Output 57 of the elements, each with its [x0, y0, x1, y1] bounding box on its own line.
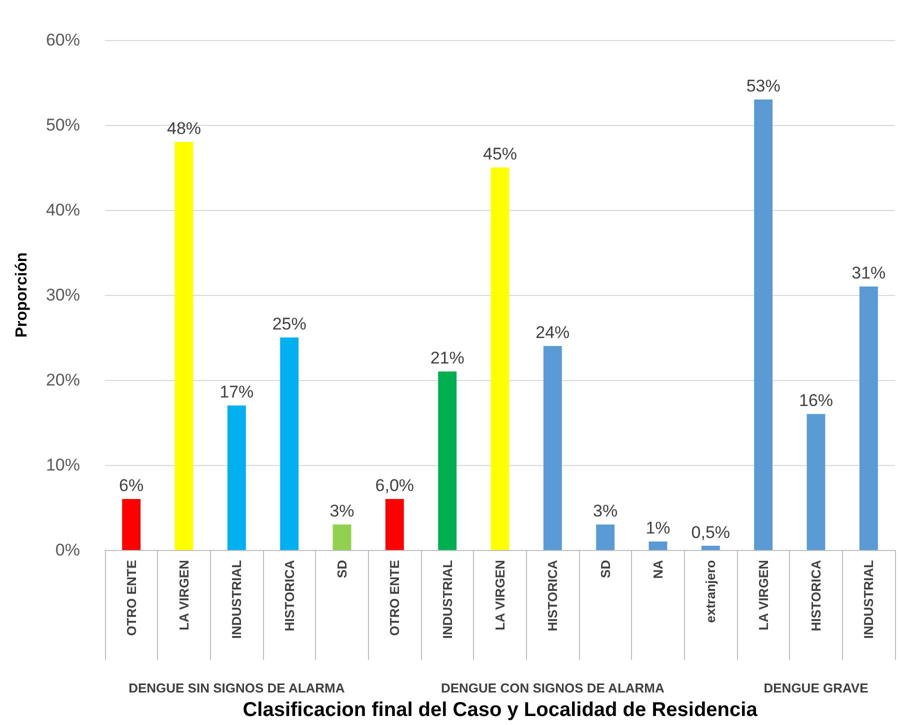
x-tick-label: HISTORICA [808, 559, 824, 632]
bar [754, 100, 773, 550]
y-tick-label: 60% [46, 30, 80, 50]
y-axis-title: Proporción [14, 252, 30, 338]
bar [280, 338, 299, 550]
bar [543, 346, 562, 550]
data-label: 6% [119, 476, 144, 495]
x-tick-label: extranjero [703, 560, 718, 623]
y-tick-label: 10% [46, 456, 80, 474]
data-label: 21% [430, 348, 464, 368]
x-tick-label: INDUSTRIAL [861, 560, 876, 639]
x-tick-label: LA VIRGEN [492, 560, 508, 630]
x-tick-label: OTRO ENTE [387, 560, 402, 636]
y-tick-label: 0% [55, 540, 80, 560]
y-tick-label: 30% [46, 286, 80, 304]
data-label: 17% [220, 382, 254, 402]
data-label: 6,0% [375, 476, 414, 495]
x-tick-label: OTRO ENTE [124, 560, 139, 636]
bar [332, 524, 352, 550]
text: DENGUE GRAVE [764, 680, 869, 696]
y-tick-label: 50% [46, 116, 80, 134]
data-label: 48% [166, 119, 202, 138]
data-label: 1% [646, 518, 670, 538]
x-tick-label: SD [598, 560, 613, 578]
x-axis-title: Clasificacion final del Caso y Localidad de Residencia [242, 699, 758, 721]
bar [701, 546, 720, 550]
data-label: 53% [746, 76, 780, 96]
bar [227, 406, 246, 550]
bar [648, 542, 668, 550]
bar [806, 414, 826, 550]
data-label: 16% [798, 391, 834, 410]
bar [438, 372, 457, 550]
x-tick-label: HISTORICA [545, 559, 560, 632]
data-label: 31% [852, 264, 886, 282]
bar [490, 168, 510, 550]
x-tick-label: SD [334, 560, 350, 578]
x-tick-label: INDUSTRIAL [229, 560, 244, 639]
bar [596, 524, 615, 550]
bar [122, 499, 141, 550]
bar [174, 142, 194, 550]
text: DENGUE SIN SIGNOS DE ALARMA [128, 680, 346, 696]
y-tick-label: 20% [46, 370, 80, 390]
data-label: 24% [536, 323, 570, 342]
y-tick-label: 40% [46, 200, 80, 220]
data-label: 3% [330, 502, 354, 520]
text: DENGUE CON SIGNOS DE ALARMA [440, 680, 665, 696]
x-tick-label: HISTORICA [282, 559, 297, 632]
x-tick-label: INDUSTRIAL [440, 560, 455, 639]
x-tick-label: NA [650, 559, 666, 579]
data-label: 25% [272, 314, 306, 334]
x-tick-label: LA VIRGEN [176, 560, 192, 630]
data-label: 45% [482, 144, 518, 164]
data-label: 0,5% [691, 522, 730, 542]
data-label: 3% [593, 502, 618, 520]
bar [385, 499, 404, 550]
x-tick-label: LA VIRGEN [756, 560, 771, 630]
bar [859, 286, 878, 550]
